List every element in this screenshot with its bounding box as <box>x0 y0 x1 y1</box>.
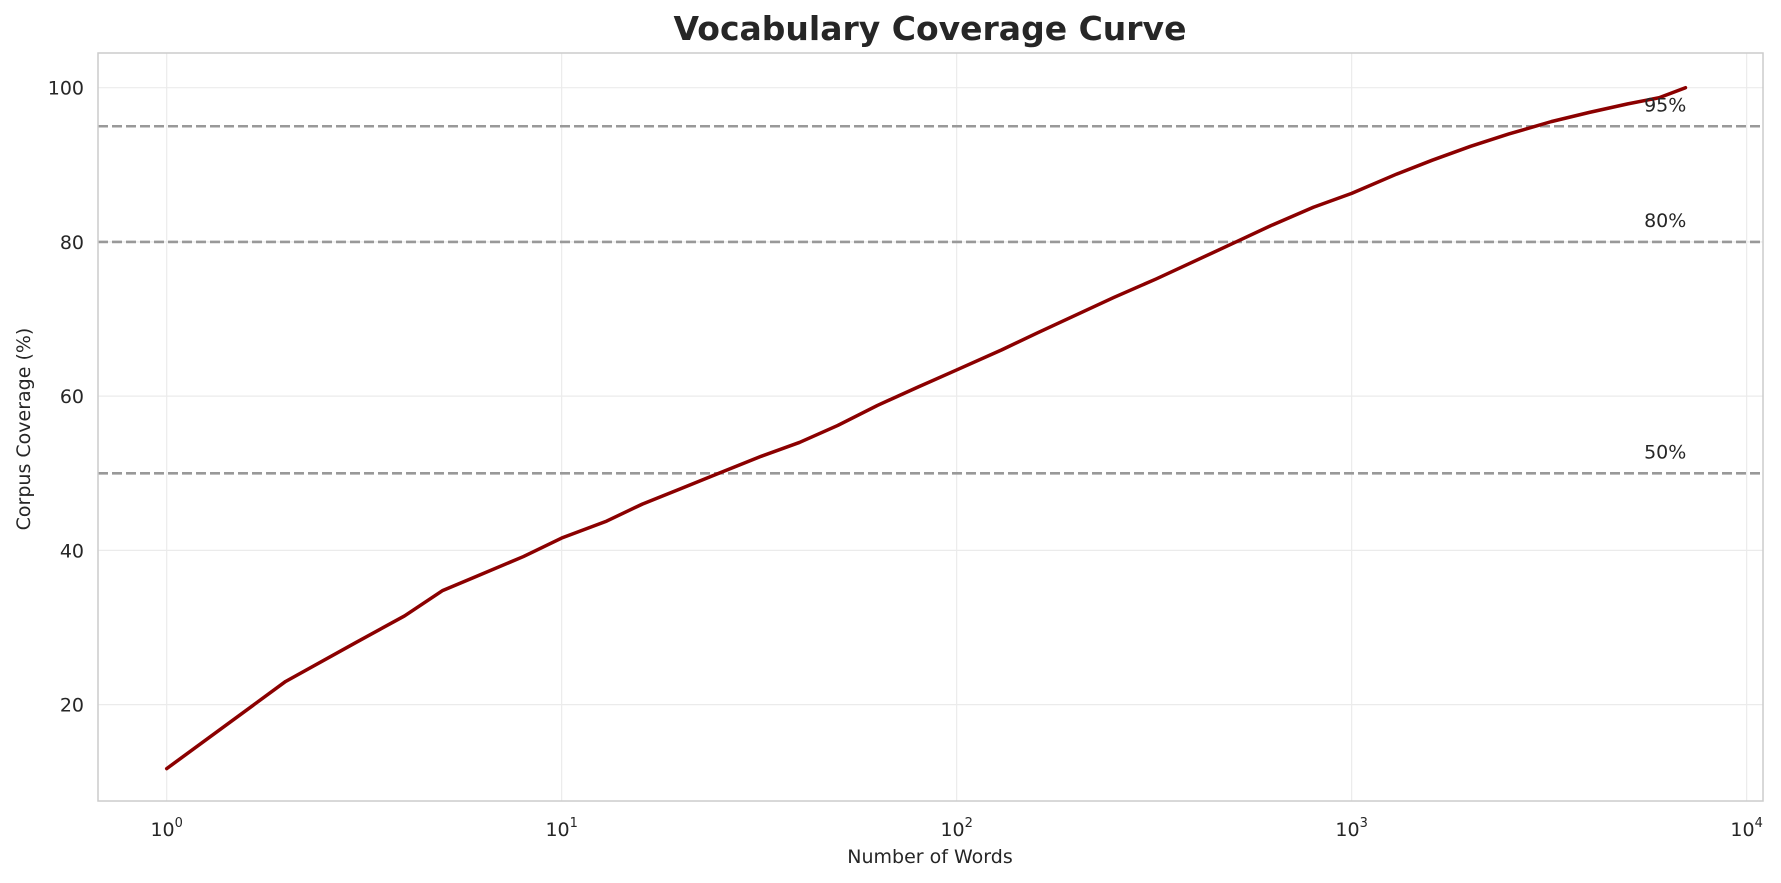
y-tick-label: 20 <box>60 695 84 717</box>
y-tick-label: 100 <box>48 78 84 100</box>
reference-line-label: 50% <box>1644 441 1686 463</box>
x-tick-label: 103 <box>1335 816 1367 841</box>
y-tick-label: 60 <box>60 386 84 408</box>
y-axis-ticks: 20 40 60 80 100 <box>48 78 84 717</box>
plot-frame <box>97 52 1764 802</box>
x-axis-ticks: 100 101 102 103 104 <box>150 816 1762 841</box>
reference-labels: 95% 80% 50% <box>1644 94 1686 463</box>
x-tick-label: 100 <box>150 816 182 841</box>
y-tick-label: 40 <box>60 540 84 562</box>
x-tick-label: 101 <box>545 816 577 841</box>
y-tick-label: 80 <box>60 232 84 254</box>
x-tick-label: 104 <box>1730 816 1762 841</box>
y-axis-label: Corpus Coverage (%) <box>13 328 35 531</box>
x-tick-label: 102 <box>940 816 972 841</box>
series-line <box>164 85 1688 771</box>
x-axis-label: Number of Words <box>847 846 1012 868</box>
chart-title: Vocabulary Coverage Curve <box>674 9 1187 48</box>
series-group <box>164 85 1688 771</box>
reference-lines <box>98 124 1763 475</box>
reference-line-label: 95% <box>1644 94 1686 116</box>
grid <box>98 53 1763 801</box>
reference-line-label: 80% <box>1644 210 1686 232</box>
